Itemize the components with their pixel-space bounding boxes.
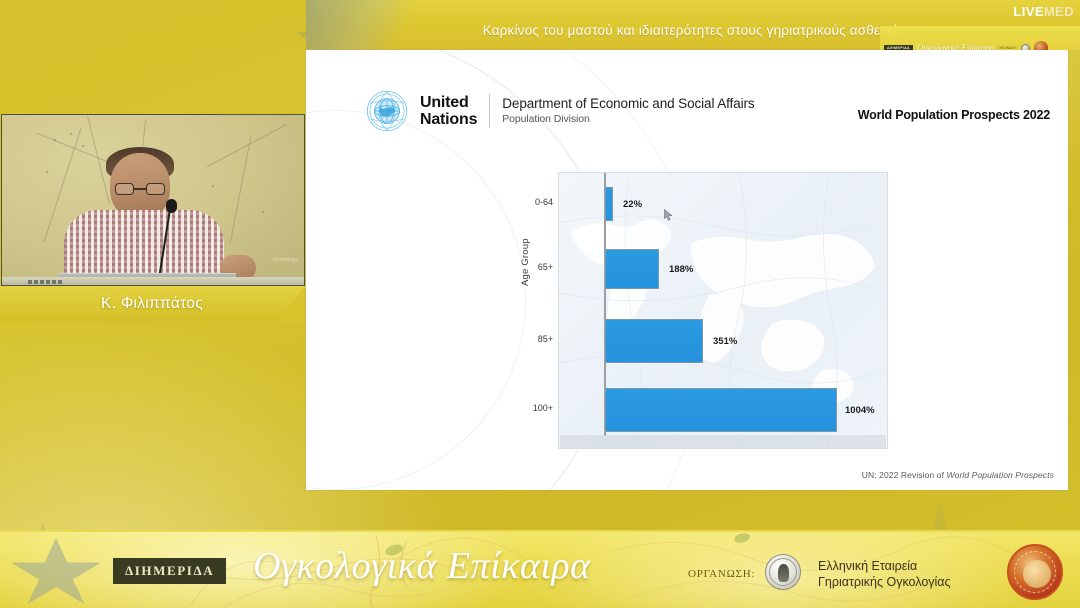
chart-bar xyxy=(605,388,837,432)
event-banner-watermark: ΔΙΗΜΕΡΙΔΑ Ογκολογικά Επίκαιρα ΟΡΓΑΝΩΣΗ: xyxy=(880,26,1080,50)
page-title: Καρκίνος του μαστού και ιδιαιτερότητες σ… xyxy=(482,23,904,38)
watermark-red-seal-icon xyxy=(1033,41,1048,50)
watermark-society-seal-icon xyxy=(1020,43,1030,50)
speaker-head xyxy=(110,153,170,219)
chart-category-label: 85+ xyxy=(537,334,553,344)
microphone-icon xyxy=(166,199,177,213)
banner-star-icon xyxy=(8,538,104,608)
watermark-title: Ογκολογικά Επίκαιρα xyxy=(916,43,995,50)
organizer-label: ΟΡΓΑΝΩΣΗ: xyxy=(688,568,756,580)
slide-decorative-arc-3 xyxy=(306,110,526,490)
chart-bar-row: 65+ 188% xyxy=(538,249,889,289)
speaker-name: Κ. Φιλιππάτος xyxy=(101,295,203,312)
un-wordmark: United Nations xyxy=(420,94,477,128)
livemed-med-text: MED xyxy=(1043,4,1074,19)
banner-swirl-decoration-right xyxy=(609,532,1030,608)
society-seal-icon xyxy=(765,554,801,590)
chart-value-label: 188% xyxy=(669,263,694,275)
un-department-block: Department of Economic and Social Affair… xyxy=(502,95,755,126)
mouse-cursor-icon xyxy=(663,208,673,221)
chart-bar xyxy=(605,249,659,289)
chart-bar-row: 85+ 351% xyxy=(538,319,889,363)
chart-value-label: 22% xyxy=(623,198,643,210)
society-line-1: Ελληνική Εταιρεία xyxy=(818,559,918,573)
chart-value-label: 351% xyxy=(713,335,738,347)
livemed-logo: LIVEMED xyxy=(1013,4,1074,19)
society-line-2: Γηριατρικής Ογκολογίας xyxy=(818,575,951,589)
chart-category-label: 0-64 xyxy=(534,197,553,207)
un-division-name: Population Division xyxy=(502,112,590,125)
un-line-1: United xyxy=(420,94,469,111)
venue-watermark: Hermitage xyxy=(272,257,298,263)
united-nations-emblem-icon xyxy=(366,90,408,132)
presentation-title-bar: ΔΙΗΜΕΡΙΔΑ Ογκολογικά Επίκαιρα ΟΡΓΑΝΩΣΗ: … xyxy=(306,0,1080,50)
video-bottom-strip xyxy=(2,277,304,285)
source-title: World Population Prospects xyxy=(946,470,1054,480)
source-prefix: UN: 2022 Revision of xyxy=(861,470,947,480)
report-label: World Population Prospects 2022 xyxy=(857,108,1050,122)
un-line-2: Nations xyxy=(420,111,478,128)
watermark-org-label: ΟΡΓΑΝΩΣΗ: xyxy=(998,46,1017,50)
speaker-glasses xyxy=(114,183,166,195)
red-emblem-seal-icon xyxy=(1007,544,1063,600)
chart-bar-row: 100+ 1004% xyxy=(533,388,889,432)
header-divider xyxy=(489,94,491,128)
speaker-name-banner: Κ. Φιλιππάτος xyxy=(0,286,305,322)
chart-value-label: 1004% xyxy=(845,404,875,416)
event-title: Ογκολογικά Επίκαιρα xyxy=(253,545,591,587)
chart-y-axis xyxy=(604,173,606,436)
chart-category-label: 65+ xyxy=(537,262,553,272)
speaker-video-feed[interactable]: Hermitage xyxy=(1,114,305,286)
chart-bar-row: 0-64 22% xyxy=(535,187,889,221)
livemed-live-text: LIVE xyxy=(1013,4,1044,19)
speaker-torso xyxy=(64,210,224,285)
watermark-badge: ΔΙΗΜΕΡΙΔΑ xyxy=(884,44,913,50)
event-bottom-banner: ΔΙΗΜΕΡΙΔΑ Ογκολογικά Επίκαιρα ΟΡΓΑΝΩΣΗ: … xyxy=(0,530,1080,608)
un-department-name: Department of Economic and Social Affair… xyxy=(502,95,755,111)
chart-bar xyxy=(605,319,703,363)
population-growth-bar-chart: 0-64 22% 65+ 188% 85+ 351% 100+ 1004% xyxy=(533,172,889,449)
slide-source-caption: UN: 2022 Revision of World Population Pr… xyxy=(862,470,1054,480)
chart-bar xyxy=(605,187,613,221)
un-header: United Nations Department of Economic an… xyxy=(366,90,755,132)
chart-category-label: 100+ xyxy=(532,403,553,413)
organizer-society-name: Ελληνική Εταιρεία Γηριατρικής Ογκολογίας xyxy=(818,558,951,590)
event-type-badge: ΔΙΗΜΕΡΙΔΑ xyxy=(113,558,227,584)
chart-bottom-band xyxy=(560,435,886,448)
chart-y-axis-title: Age Group xyxy=(520,238,531,286)
presentation-slide: United Nations Department of Economic an… xyxy=(306,50,1068,490)
